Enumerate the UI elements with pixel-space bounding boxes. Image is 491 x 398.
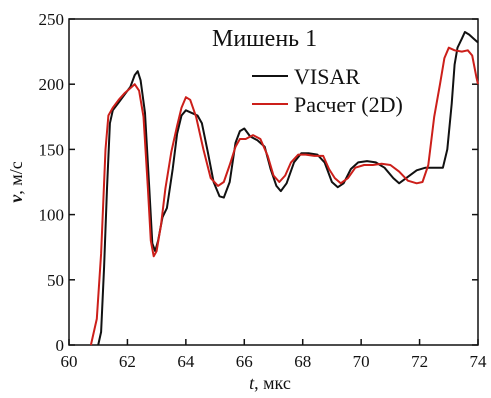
x-tick-label: 74 — [470, 352, 488, 371]
y-tick-label: 200 — [39, 75, 65, 94]
y-tick-label: 250 — [39, 10, 65, 29]
y-axis-label: v, м/с — [6, 161, 26, 202]
ticks-layer: 60 62 64 66 68 70 72 74 0 50 100 150 200 250 — [39, 10, 488, 371]
legend-label-visar: VISAR — [294, 64, 360, 89]
x-tick-label: 66 — [236, 352, 253, 371]
legend-label-raschet: Расчет (2D) — [294, 92, 403, 117]
x-tick-label: 62 — [119, 352, 136, 371]
x-tick-label: 64 — [177, 352, 195, 371]
plot-frame — [68, 18, 479, 346]
y-tick-label: 50 — [47, 271, 64, 290]
series-line-0 — [97, 31, 479, 346]
y-axis-label-unit: , м/с — [6, 161, 26, 194]
y-tick-label: 100 — [39, 206, 65, 225]
x-tick-label: 68 — [294, 352, 311, 371]
x-axis-label-unit: , мкс — [254, 373, 291, 393]
x-axis-label: t, мкс — [249, 373, 291, 393]
x-tick-label: 60 — [61, 352, 78, 371]
chart-title: Мишень 1 — [212, 26, 317, 52]
x-axis-label-symbol: t — [249, 373, 255, 393]
series-layer — [89, 31, 479, 346]
y-tick-label: 150 — [39, 140, 65, 159]
y-tick-label: 0 — [56, 336, 65, 355]
x-tick-label: 70 — [353, 352, 370, 371]
series-line-1 — [89, 46, 479, 346]
x-tick-label: 72 — [411, 352, 428, 371]
y-axis-label-symbol: v — [6, 194, 26, 203]
